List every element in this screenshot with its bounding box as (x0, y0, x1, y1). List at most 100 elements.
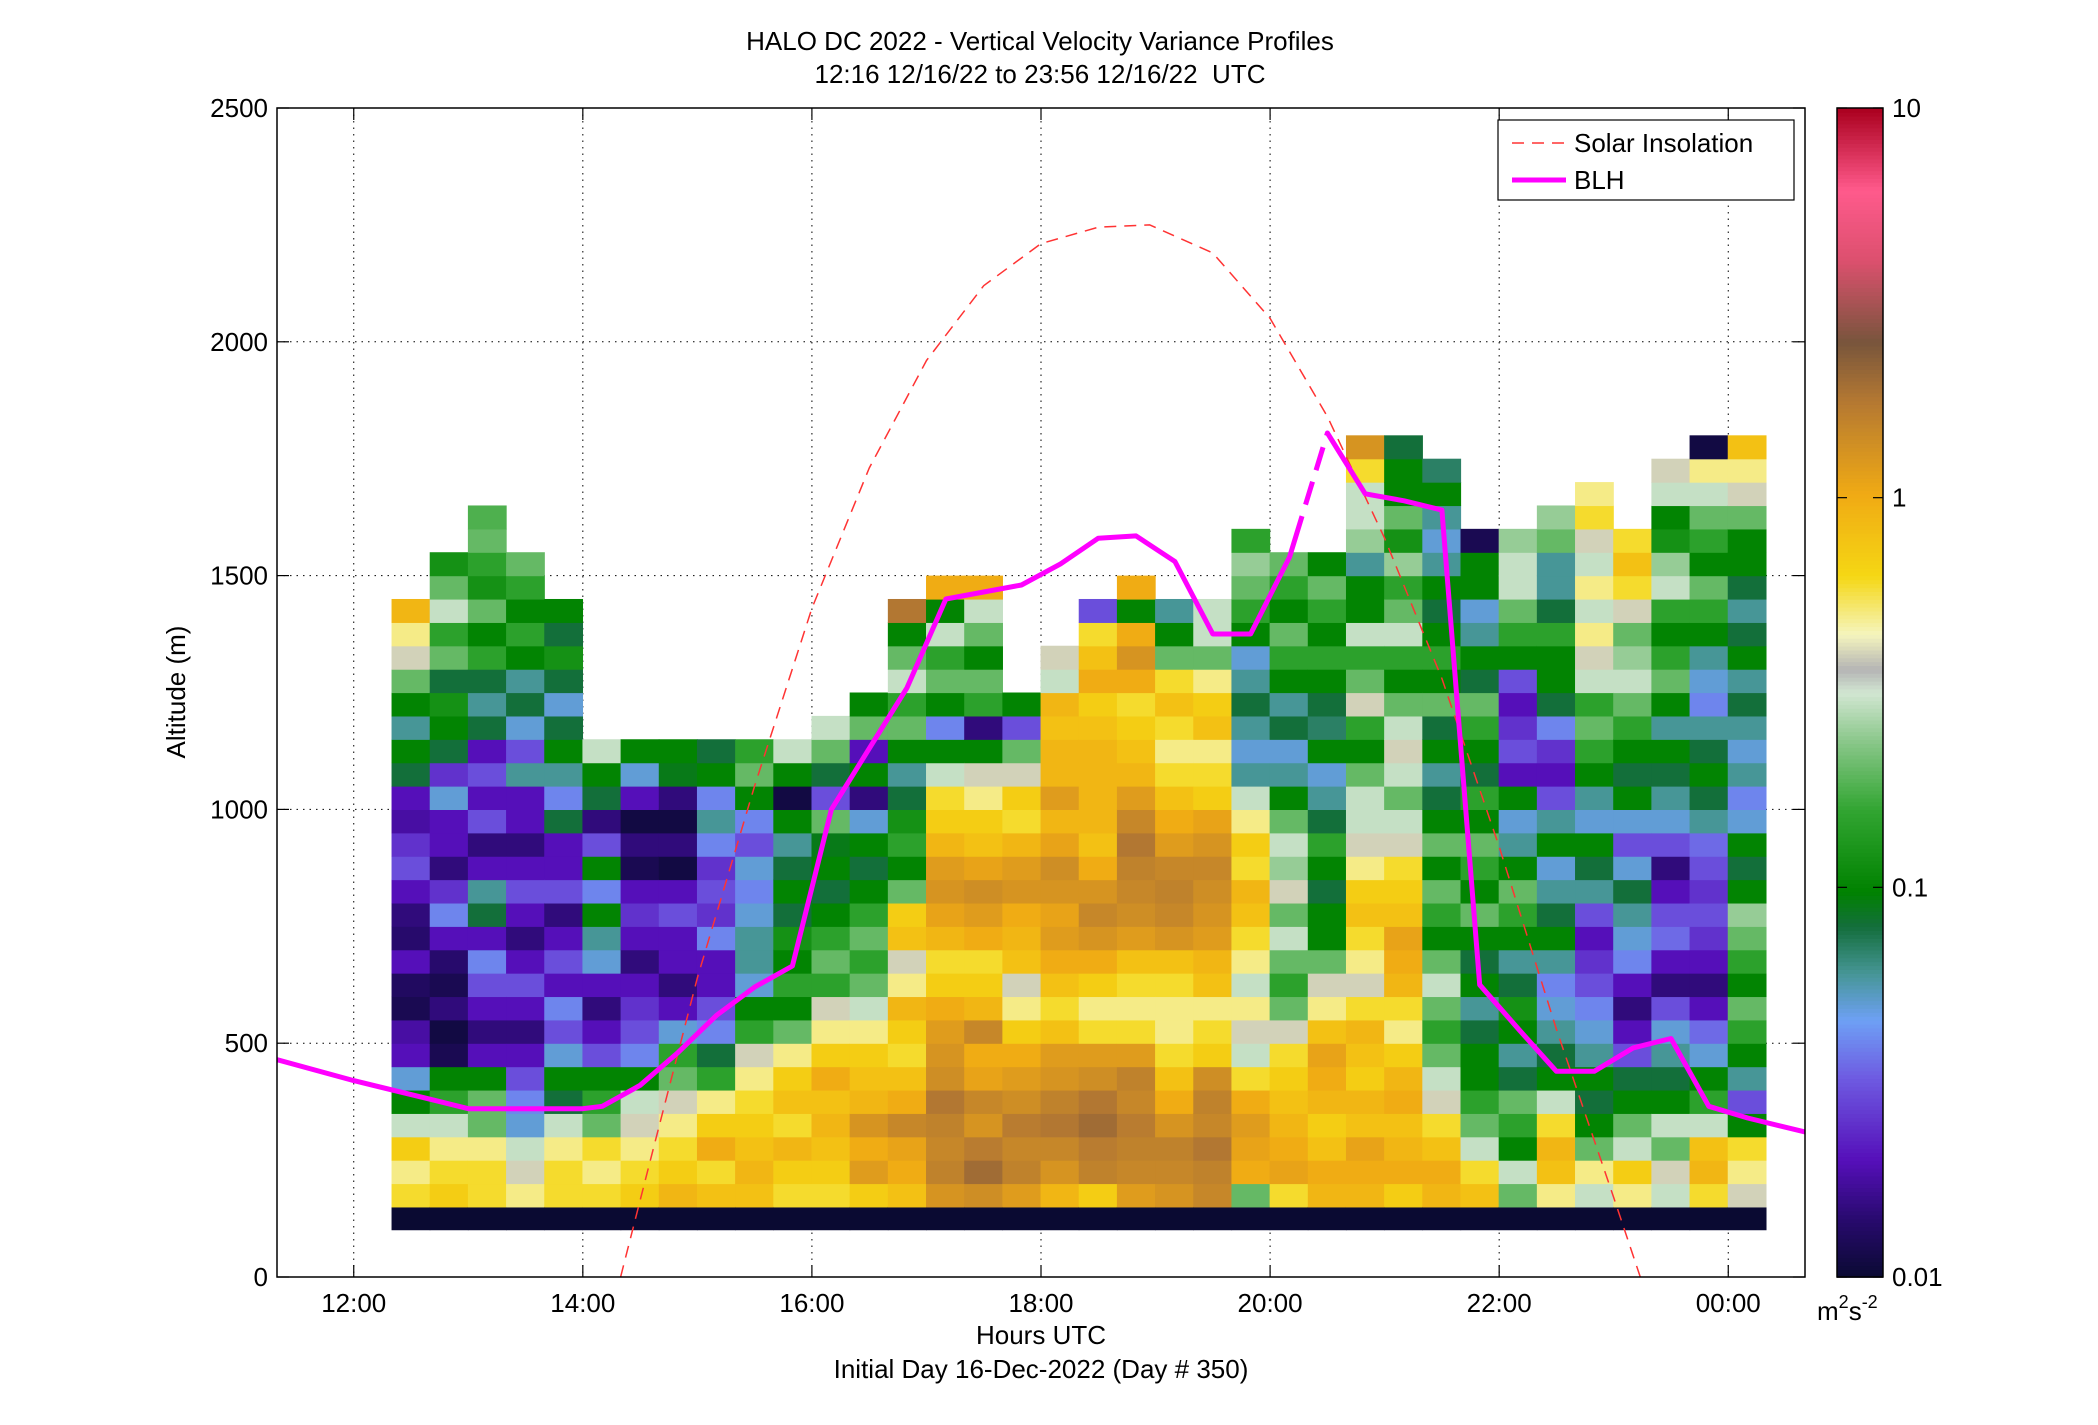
heatmap-cell (1384, 809, 1423, 834)
heatmap-cell (1689, 435, 1729, 460)
heatmap-cell (926, 973, 965, 998)
colorbar-band (1837, 396, 1883, 402)
heatmap-cell (1155, 1113, 1194, 1138)
heatmap-cell (964, 949, 1003, 974)
heatmap-cell (1727, 1019, 1767, 1044)
heatmap-cell (1116, 856, 1156, 881)
heatmap-cell (887, 1113, 927, 1138)
heatmap-cell (1002, 1043, 1042, 1068)
heatmap-cell (1078, 856, 1118, 881)
colorbar-band (1837, 587, 1883, 592)
heatmap-cell (1613, 879, 1652, 904)
colorbar-band (1837, 622, 1883, 628)
colorbar-band (1837, 431, 1883, 437)
heatmap-cell (1689, 1043, 1729, 1068)
heatmap-cell (1536, 902, 1576, 927)
heatmap-cell (1002, 949, 1042, 974)
heatmap-cell (926, 809, 965, 834)
heatmap-cell (429, 996, 469, 1021)
colorbar-band (1837, 1050, 1883, 1056)
heatmap-cell (1613, 949, 1652, 974)
heatmap-cell (582, 809, 622, 834)
colorbar-band (1837, 501, 1883, 507)
heatmap-cell (1651, 902, 1691, 927)
heatmap-cell (1689, 809, 1729, 834)
heatmap-cell (429, 879, 469, 904)
colorbar-band (1837, 544, 1883, 550)
heatmap-cell (1384, 786, 1423, 810)
x-tick-label: 20:00 (1238, 1288, 1303, 1318)
heatmap-cell (658, 973, 698, 998)
heatmap-cell (1460, 1019, 1500, 1044)
heatmap-cell (1460, 1113, 1500, 1138)
heatmap-cell (582, 973, 622, 998)
colorbar-band (1837, 774, 1883, 780)
colorbar-band (1837, 1043, 1883, 1048)
heatmap-cell (1116, 1043, 1156, 1068)
heatmap-cell (1536, 575, 1576, 600)
colorbar-band (1837, 567, 1883, 573)
series-lines (277, 224, 1805, 1277)
heatmap-cell (811, 1043, 851, 1068)
heatmap-cell (1536, 552, 1576, 577)
heatmap-cell (1307, 669, 1347, 694)
heatmap-cell (1155, 645, 1194, 670)
heatmap-cell (1116, 1160, 1156, 1185)
heatmap-cell (467, 856, 507, 881)
colorbar-band (1837, 474, 1883, 479)
heatmap-cell (544, 973, 584, 998)
heatmap-cell (1651, 1019, 1691, 1044)
colorbar-band (1837, 174, 1883, 179)
heatmap-cell (1269, 598, 1309, 623)
heatmap-cell (658, 1183, 698, 1208)
heatmap-cell (391, 809, 431, 834)
heatmap-cell (1651, 1160, 1691, 1185)
colorbar-band (1837, 1015, 1883, 1021)
heatmap-cell (582, 1066, 622, 1091)
heatmap-cell (391, 1206, 431, 1231)
heatmap-cell (467, 575, 507, 600)
heatmap-cell (964, 1206, 1003, 1231)
colorbar-band (1837, 934, 1883, 939)
colorbar-band (1837, 906, 1883, 912)
colorbar-band (1837, 447, 1883, 452)
heatmap-cell (1155, 692, 1194, 717)
heatmap-cell (964, 1019, 1003, 1044)
heatmap-cell (1384, 1089, 1423, 1114)
heatmap-cell (429, 762, 469, 787)
colorbar-band (1837, 166, 1883, 172)
heatmap-cell (544, 1206, 584, 1231)
heatmap-cell (1078, 996, 1118, 1021)
heatmap-cell (1078, 692, 1118, 717)
colorbar-band (1837, 493, 1883, 499)
heatmap-cell (1460, 1206, 1500, 1231)
heatmap-cell (1307, 996, 1347, 1021)
heatmap-cell (506, 575, 545, 600)
heatmap-cell (620, 1043, 660, 1068)
heatmap-cell (1689, 482, 1729, 507)
colorbar-band (1837, 852, 1883, 857)
heatmap-cell (1575, 762, 1614, 787)
colorbar-band (1837, 536, 1883, 542)
colorbar-unit-exp1: 2 (1839, 1292, 1849, 1312)
heatmap-cell (467, 832, 507, 857)
heatmap-cell (1575, 622, 1614, 647)
heatmap-cell (849, 1089, 889, 1114)
x-tick-label: 18:00 (1008, 1288, 1073, 1318)
heatmap-cell (735, 1160, 774, 1185)
colorbar-band (1837, 524, 1883, 530)
heatmap-cell (1727, 458, 1767, 483)
heatmap-cell (429, 1019, 469, 1044)
colorbar-band (1837, 688, 1883, 694)
heatmap-cell (1269, 926, 1309, 951)
heatmap-cell (1460, 552, 1500, 577)
heatmap-cell (1613, 762, 1652, 787)
colorbar-band (1837, 240, 1883, 246)
colorbar-band (1837, 828, 1883, 834)
heatmap-cell (1727, 973, 1767, 998)
heatmap-cell (1651, 1136, 1691, 1161)
heatmap-cell (1536, 786, 1576, 810)
heatmap-cell (1078, 622, 1118, 647)
heatmap-cell (964, 1043, 1003, 1068)
heatmap-cell (964, 786, 1003, 810)
